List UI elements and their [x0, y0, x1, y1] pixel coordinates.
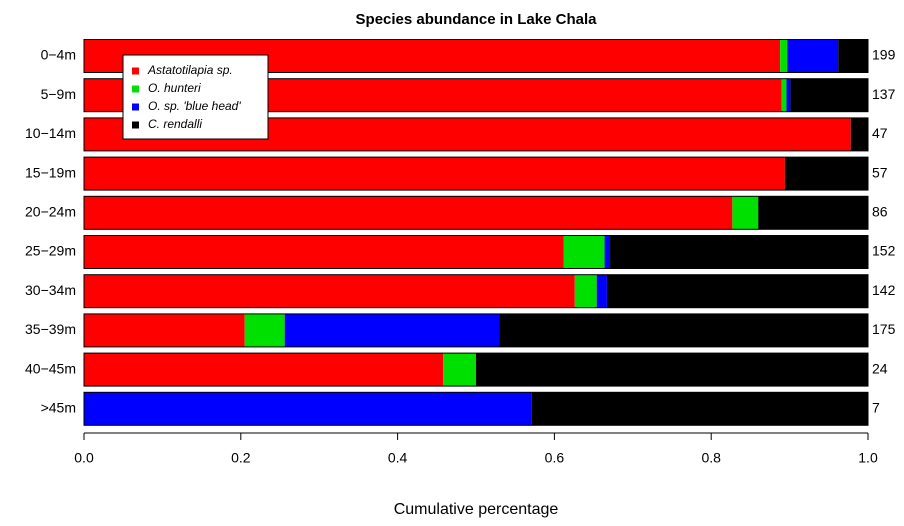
bar-segment	[499, 313, 868, 347]
x-tick-label: 0.2	[231, 450, 251, 466]
bar-outline	[83, 235, 869, 269]
total-label: 199	[872, 47, 896, 63]
bar-segment	[84, 353, 444, 387]
y-tick-label: >45m	[41, 400, 76, 416]
bar-segment	[84, 196, 733, 230]
legend-swatch	[132, 67, 139, 75]
total-label: 137	[872, 86, 896, 102]
legend-label: Astatotilapia sp.	[147, 63, 233, 77]
legend-label: O. hunteri	[148, 81, 201, 95]
total-label: 142	[872, 282, 896, 298]
y-tick-label: 5−9m	[41, 86, 76, 102]
bar-segment	[563, 235, 605, 269]
bar-segment	[732, 196, 759, 230]
legend-label: O. sp. 'blue head'	[148, 99, 241, 113]
x-tick-label: 0.0	[74, 450, 94, 466]
x-tick-label: 1.0	[858, 450, 878, 466]
x-tick-label: 0.6	[545, 450, 565, 466]
total-label: 57	[872, 164, 888, 180]
bar-segment	[84, 392, 532, 426]
total-label: 24	[872, 360, 888, 376]
bar-segment	[284, 313, 500, 347]
bar-segment	[838, 39, 868, 73]
bar-segment	[790, 78, 868, 112]
bar-outline	[83, 313, 869, 348]
total-label: 47	[872, 125, 888, 141]
chart-title: Species abundance in Lake Chala	[356, 11, 598, 28]
y-tick-label: 0−4m	[41, 47, 76, 63]
bar-segment	[604, 235, 611, 269]
y-tick-label: 30−34m	[25, 282, 76, 298]
bar-segment	[758, 196, 868, 230]
total-label: 175	[872, 321, 896, 337]
bar-outline	[83, 352, 869, 387]
y-tick-label: 40−45m	[25, 360, 76, 376]
bar-segment	[786, 78, 791, 112]
bar-segment	[780, 39, 788, 73]
legend-swatch	[132, 103, 139, 111]
bar-outline	[83, 391, 869, 426]
y-tick-label: 20−24m	[25, 204, 76, 220]
bar-outline	[83, 39, 869, 73]
bar-segment	[84, 235, 564, 269]
bar-segment	[84, 313, 245, 347]
bar-segment	[476, 353, 868, 387]
x-axis-label: Cumulative percentage	[394, 501, 559, 518]
y-tick-label: 15−19m	[25, 164, 76, 180]
y-tick-label: 10−14m	[25, 125, 76, 141]
bar-segment	[781, 78, 787, 112]
bar-outline	[83, 117, 869, 152]
bar-segment	[850, 117, 868, 151]
bar-outline	[83, 274, 869, 309]
bar-segment	[606, 274, 868, 308]
bar-segment	[443, 353, 476, 387]
bar-outline	[83, 78, 869, 113]
y-tick-label: 35−39m	[25, 321, 76, 337]
legend-box	[122, 54, 269, 140]
x-tick-label: 0.4	[388, 450, 408, 466]
legend-swatch	[132, 85, 139, 93]
total-label: 86	[872, 204, 888, 220]
bar-outline	[83, 156, 869, 191]
bar-segment	[84, 274, 575, 308]
bar-segment	[787, 39, 839, 73]
bar-segment	[596, 274, 607, 308]
total-label: 152	[872, 243, 896, 259]
legend-label: C. rendalli	[148, 117, 202, 131]
bar-segment	[531, 392, 868, 426]
bar-segment	[84, 157, 785, 191]
bar-segment	[610, 235, 868, 269]
x-tick-label: 0.8	[701, 450, 721, 466]
bar-segment	[574, 274, 597, 308]
total-label: 7	[872, 400, 880, 416]
legend-swatch	[132, 121, 139, 129]
bar-segment	[244, 313, 285, 347]
bar-segment	[784, 157, 868, 191]
bar-outline	[83, 195, 869, 230]
y-tick-label: 25−29m	[25, 243, 76, 259]
